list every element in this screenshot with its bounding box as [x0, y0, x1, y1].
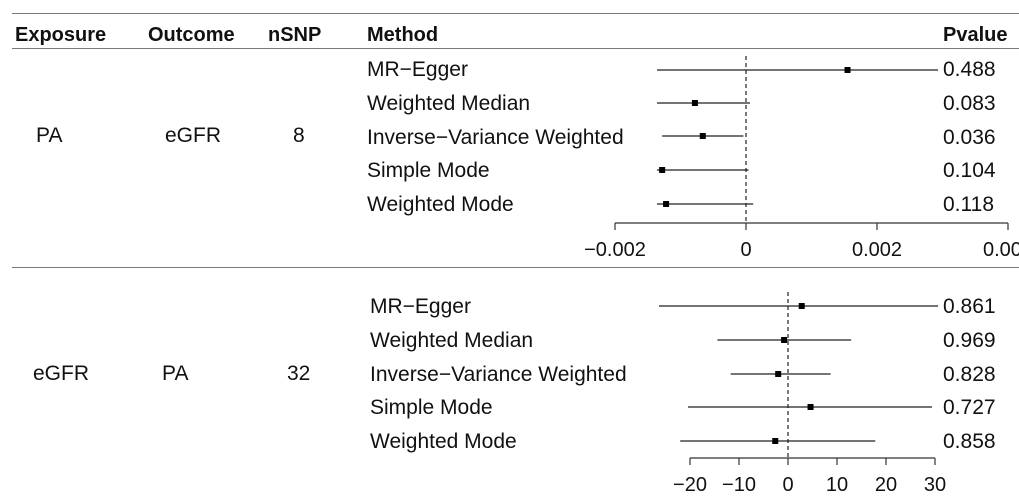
group1-pvalue-4: 0.104: [943, 159, 996, 182]
group1-pvalue-3: 0.036: [943, 126, 996, 149]
group2-nsnp: 32: [287, 362, 311, 385]
group2-method-2: Weighted Median: [370, 329, 534, 352]
top-rule: [12, 13, 1019, 14]
group2-point-estimate-3: [775, 371, 782, 377]
group-separator-rule: [12, 267, 1019, 268]
group2-x-tick-label-3: 0: [782, 474, 793, 496]
group2-outcome: PA: [162, 362, 189, 385]
header-pvalue: Pvalue: [943, 24, 1008, 46]
group2-x-tick-label-5: 20: [875, 474, 897, 496]
group1-point-estimate-4: [659, 167, 666, 173]
group1-nsnp: 8: [293, 124, 305, 147]
header-exposure: Exposure: [15, 24, 107, 46]
group1-point-estimate-3: [699, 133, 706, 139]
group2-point-estimate-1: [798, 303, 805, 309]
group2-pvalue-2: 0.969: [943, 329, 996, 352]
group1-pvalue-5: 0.118: [943, 193, 994, 216]
group2-x-tick-label-2: −10: [722, 474, 756, 496]
group2-pvalue-4: 0.727: [943, 396, 996, 419]
group2-x-tick-label-4: 10: [826, 474, 848, 496]
group2-method-3: Inverse−Variance Weighted: [370, 363, 627, 386]
group1-point-estimate-2: [691, 100, 698, 106]
group1-outcome: eGFR: [165, 124, 222, 147]
group1-pvalue-1: 0.488: [943, 58, 996, 81]
group2-x-tick-label-6: 30: [924, 474, 946, 496]
group1-method-5: Weighted Mode: [367, 193, 514, 216]
group1-x-tick-label-3: 0.002: [852, 239, 902, 261]
header-outcome: Outcome: [148, 24, 235, 46]
group1-point-estimate-1: [844, 67, 851, 73]
group1-method-2: Weighted Median: [367, 92, 531, 115]
group1-x-tick-label-2: 0: [740, 239, 751, 261]
group1-method-3: Inverse−Variance Weighted: [367, 126, 624, 149]
group2-method-4: Simple Mode: [370, 396, 493, 419]
group2-pvalue-1: 0.861: [943, 295, 996, 318]
group1-x-tick-label-1: −0.002: [584, 239, 646, 261]
group1-point-estimate-5: [663, 201, 670, 207]
group1-x-tick-label-4: 0.004: [983, 239, 1019, 261]
header-method: Method: [367, 24, 439, 46]
group2-pvalue-5: 0.858: [943, 430, 996, 453]
group1-pvalue-2: 0.083: [943, 92, 996, 115]
group2-pvalue-3: 0.828: [943, 363, 996, 386]
group1-method-4: Simple Mode: [367, 159, 490, 182]
group2-point-estimate-4: [807, 404, 814, 410]
group2-point-estimate-5: [772, 438, 779, 444]
group2-exposure: eGFR: [33, 362, 90, 385]
group1-method-1: MR−Egger: [367, 58, 468, 81]
header-rule: [12, 48, 1019, 49]
group2-method-5: Weighted Mode: [370, 430, 517, 453]
group2-method-1: MR−Egger: [370, 295, 471, 318]
group2-point-estimate-2: [781, 337, 788, 343]
group1-exposure: PA: [36, 124, 63, 147]
header-nsnp: nSNP: [268, 24, 322, 46]
group2-x-tick-label-1: −20: [673, 474, 707, 496]
